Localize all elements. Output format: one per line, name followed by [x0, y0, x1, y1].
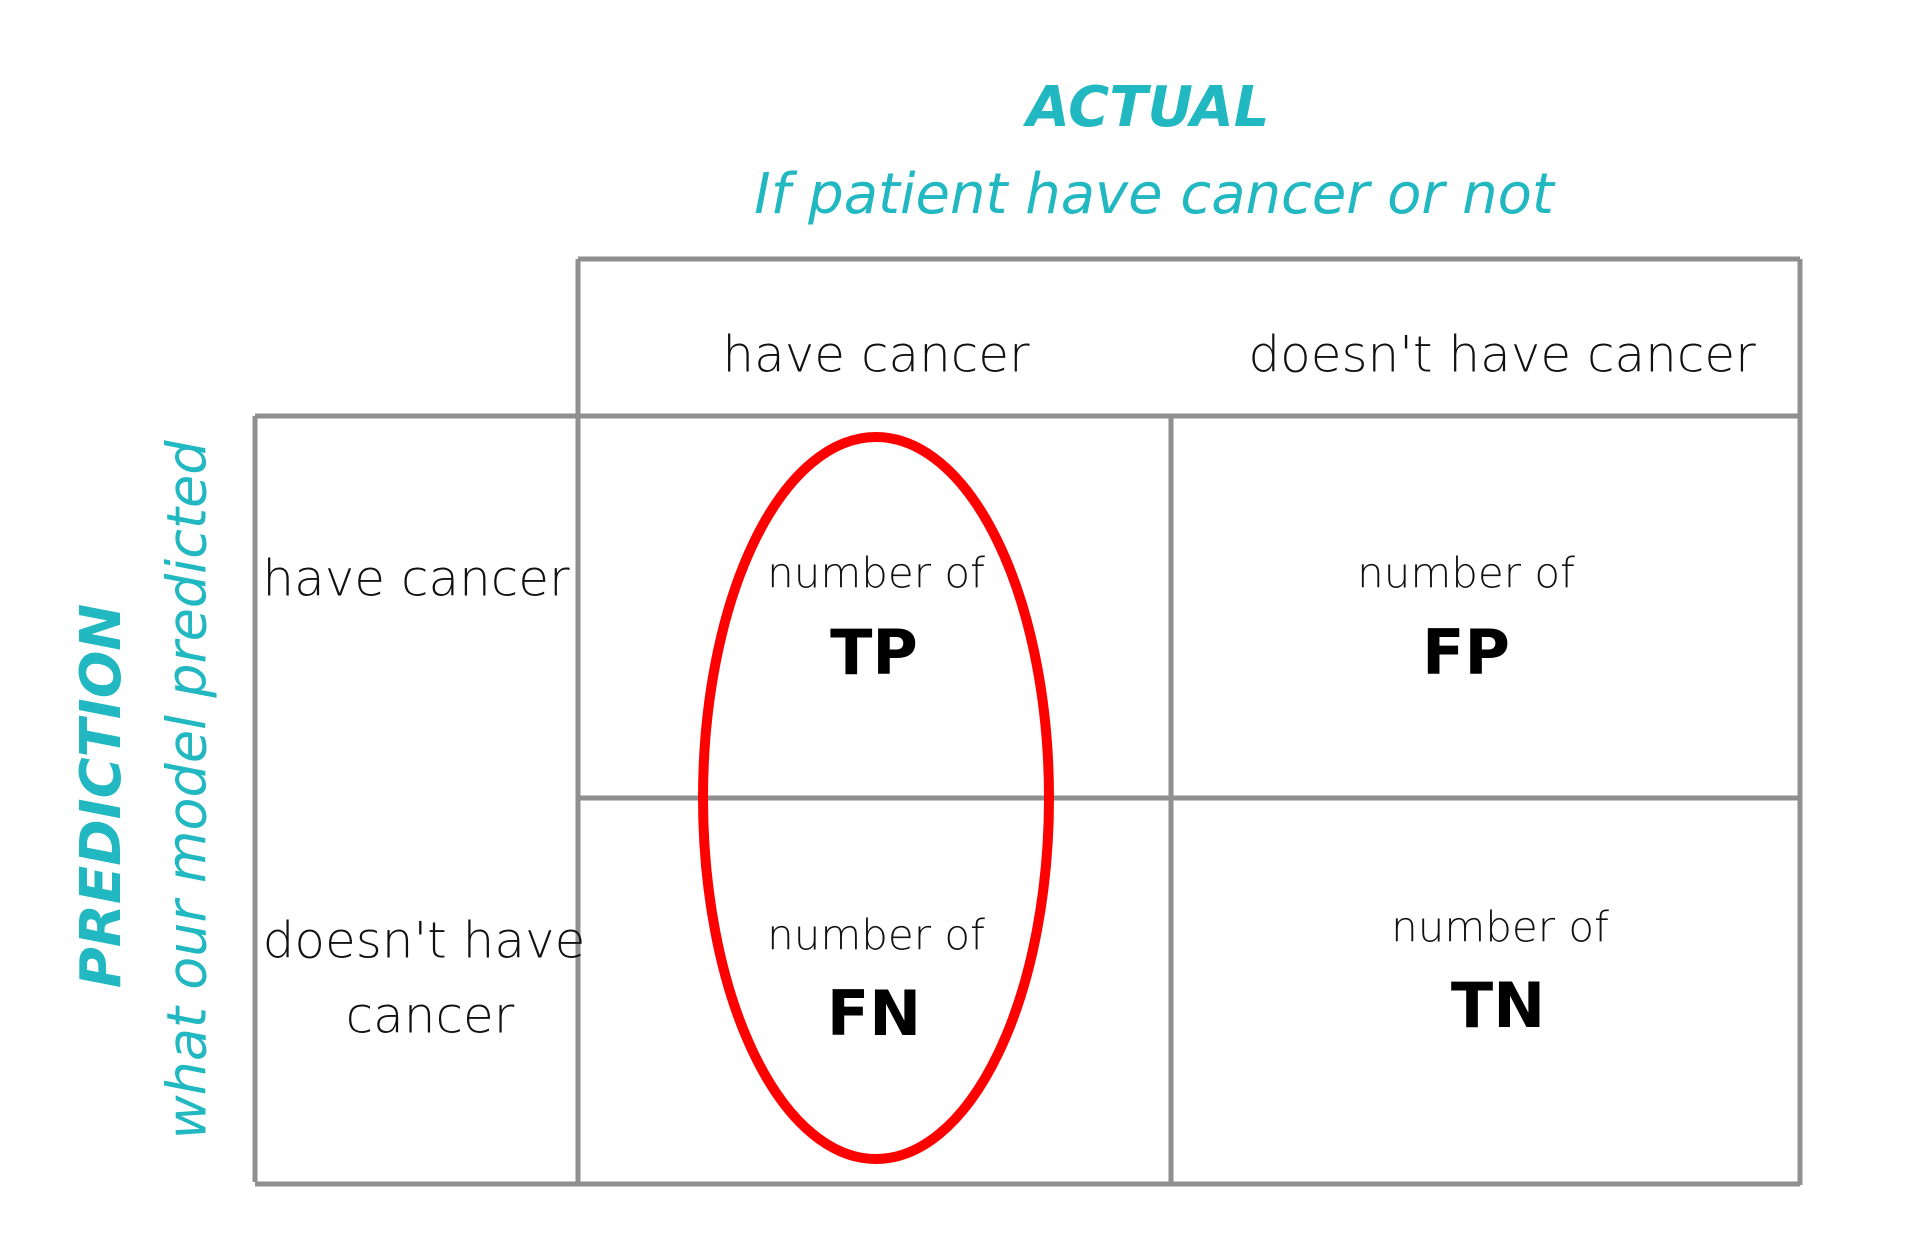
highlight-ellipse — [698, 432, 1054, 1164]
column-header: have cancer — [722, 326, 1030, 384]
cell-text: number of — [767, 911, 985, 960]
row-header: cancer — [346, 987, 515, 1045]
column-header: doesn't have cancer — [1248, 326, 1756, 384]
prediction-subtitle: what our model predicted — [156, 440, 219, 1140]
cell-abbr: FN — [827, 977, 921, 1050]
cell-abbr: TP — [830, 616, 918, 689]
grid — [252, 256, 1803, 1187]
row-header: doesn't have — [263, 912, 586, 970]
prediction-title: PREDICTION — [69, 604, 134, 988]
cell-text: number of — [1391, 903, 1609, 952]
cell-text: number of — [1357, 549, 1575, 598]
cell-abbr: TN — [1451, 969, 1545, 1042]
actual-title: ACTUAL — [1023, 75, 1270, 140]
cell-text: number of — [767, 549, 985, 598]
actual-subtitle: If patient have cancer or not — [754, 162, 1556, 227]
cell-abbr: FP — [1422, 616, 1510, 689]
row-header: have cancer — [262, 550, 570, 608]
